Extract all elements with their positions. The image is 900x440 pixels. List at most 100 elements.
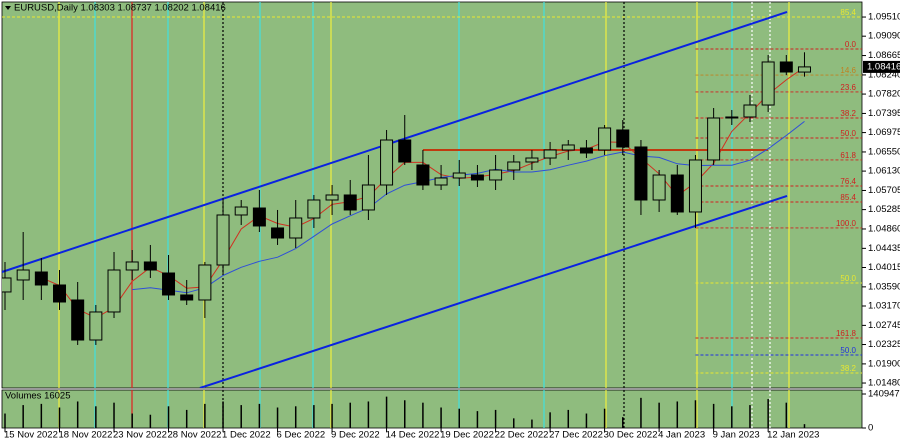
vertical-lines	[58, 2, 790, 388]
fib-level-label: 76.4	[840, 177, 856, 186]
y-tick-label: 1.04860	[868, 223, 900, 234]
volume-tick-label: 0	[868, 423, 873, 434]
fib-levels: 85.4 0.0 14.6 23.6 38.2 50.0 61.8 76.4 85.4 100.0…	[2, 8, 862, 374]
y-tick-label: 1.02745	[868, 320, 900, 331]
x-tick-label: 18 Nov 2022	[59, 430, 113, 440]
candle-body	[507, 161, 521, 171]
candle-body	[416, 164, 430, 186]
candle-body	[398, 139, 412, 163]
y-tick-label: 1.08665	[868, 50, 900, 61]
y-tick-label: 1.03170	[868, 301, 900, 312]
candle-body	[761, 61, 775, 106]
candle-body	[452, 172, 466, 179]
y-tick-label: 1.06130	[868, 166, 900, 177]
candle-body	[252, 207, 266, 227]
x-tick-label: 27 Dec 2022	[549, 430, 603, 440]
x-tick-label: 30 Dec 2022	[604, 430, 658, 440]
candle-body	[380, 139, 394, 186]
fib-level-label: 161.8	[836, 329, 857, 338]
x-tick-label: 9 Jan 2023	[713, 430, 760, 440]
candle-body	[779, 61, 793, 73]
y-tick-label: 1.06975	[868, 127, 900, 138]
fib-level-label: 14.6	[840, 66, 856, 75]
candle-body	[216, 214, 230, 266]
y-tick-label: 1.03590	[868, 281, 900, 292]
fib-level-label: 23.6	[840, 83, 856, 92]
candle-body	[289, 217, 303, 239]
candle-body	[743, 104, 757, 118]
x-tick-label: 4 Jan 2023	[658, 430, 705, 440]
trend-line	[2, 11, 788, 273]
volume-pane	[1, 389, 863, 429]
candle-body	[2, 277, 12, 293]
candle-body	[307, 199, 321, 219]
symbol-icon	[5, 6, 11, 10]
y-tick-label: 1.02325	[868, 339, 900, 350]
y-tick-label: 1.07395	[868, 108, 900, 119]
chart-title: EURUSD,Daily 1.08303 1.08737 1.08202 1.0…	[14, 3, 226, 14]
x-tick-label: 23 Nov 2022	[113, 430, 167, 440]
candle-body	[652, 174, 666, 201]
y-tick-label: 1.08240	[868, 69, 900, 80]
candle-body	[89, 311, 103, 341]
fib-level-label: 100.0	[836, 219, 857, 228]
candle-body	[325, 194, 339, 201]
fib-level-label: 85.4	[840, 193, 856, 202]
fib-level-label: 0.0	[845, 40, 857, 49]
y-tick-label: 1.09090	[868, 31, 900, 42]
x-tick-label: 14 Dec 2022	[386, 430, 440, 440]
candle-body	[561, 144, 575, 151]
candles	[2, 52, 811, 345]
candle-body	[107, 269, 121, 313]
trend-line	[199, 195, 788, 388]
candle-body	[688, 159, 702, 213]
fib-level-label: 50.0	[840, 346, 856, 355]
x-tick-label: 19 Dec 2022	[440, 430, 494, 440]
y-tick-label: 1.01900	[868, 358, 900, 369]
y-tick-label: 1.09510	[868, 12, 900, 23]
y-tick-label: 1.01480	[868, 378, 900, 389]
candle-body	[198, 264, 212, 301]
y-tick-label: 1.04435	[868, 243, 900, 254]
fib-level-label: 85.4	[840, 8, 856, 17]
candle-body	[543, 149, 557, 159]
candle-body	[143, 261, 157, 271]
last-price-label: 1.08416	[867, 61, 900, 72]
x-tick-label: 9 Dec 2022	[331, 430, 380, 440]
y-tick-label: 1.05285	[868, 204, 900, 215]
candle-body	[71, 299, 85, 341]
candle-body	[616, 129, 630, 148]
candle-body	[525, 157, 539, 163]
volumes	[4, 396, 806, 428]
x-tick-label: 6 Dec 2022	[277, 430, 326, 440]
candle-body	[16, 269, 30, 281]
y-tick-label: 1.07820	[868, 89, 900, 100]
x-tick-label: 1 Dec 2022	[222, 430, 271, 440]
candle-body	[361, 184, 375, 211]
axes: 1.09510 1.09090 1.08665 1.08240 1.07820 1.073…	[4, 12, 900, 440]
candle-body	[579, 147, 593, 154]
candle-body	[53, 284, 67, 303]
last-price-box	[863, 60, 900, 73]
candle-body	[343, 194, 357, 211]
candle-body	[470, 174, 484, 181]
candle-body	[598, 127, 612, 151]
candle-body	[434, 177, 448, 186]
candle-body	[489, 169, 503, 181]
x-tick-label: 22 Dec 2022	[495, 430, 549, 440]
x-tick-label: 15 Nov 2022	[4, 430, 58, 440]
fib-level-label: 50.0	[840, 274, 856, 283]
fib-level-label: 61.8	[840, 151, 856, 160]
x-tick-label: 28 Nov 2022	[168, 430, 222, 440]
fib-level-label: 50.0	[840, 129, 856, 138]
fib-level-label: 38.2	[840, 364, 856, 373]
plot-area	[1, 1, 863, 389]
volume-tick-label: 140947	[868, 389, 900, 400]
candle-body	[34, 271, 48, 286]
volume-title: Volumes 16025	[5, 391, 71, 402]
candle-body	[634, 146, 648, 201]
candle-body	[234, 206, 248, 216]
fib-level-label: 38.2	[840, 109, 856, 118]
candle-body	[162, 272, 176, 296]
